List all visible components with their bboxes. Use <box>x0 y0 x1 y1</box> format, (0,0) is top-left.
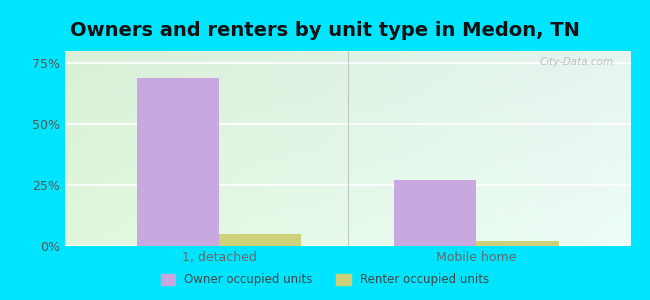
Bar <box>137 78 219 246</box>
Text: City-Data.com: City-Data.com <box>540 57 614 67</box>
Bar <box>394 180 476 246</box>
Bar <box>219 234 302 246</box>
Legend: Owner occupied units, Renter occupied units: Owner occupied units, Renter occupied un… <box>156 269 494 291</box>
Bar <box>476 241 558 246</box>
Text: Owners and renters by unit type in Medon, TN: Owners and renters by unit type in Medon… <box>70 21 580 40</box>
